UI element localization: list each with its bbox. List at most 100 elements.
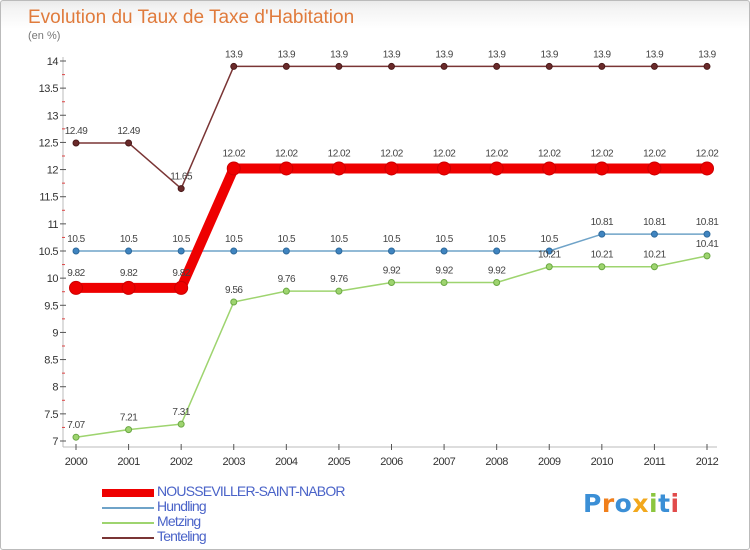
data-label: 7.31 bbox=[172, 407, 190, 418]
data-label: 12.49 bbox=[117, 126, 140, 137]
logo-letter: i bbox=[670, 489, 680, 518]
data-point bbox=[545, 247, 553, 255]
data-label: 10.5 bbox=[278, 234, 296, 245]
legend-label: Metzing bbox=[157, 513, 201, 529]
x-tick-label: 2012 bbox=[696, 456, 719, 468]
legend-label: Hundling bbox=[157, 498, 207, 514]
chart-title: Evolution du Taux de Taxe d'Habitation bbox=[28, 7, 355, 28]
data-label: 10.21 bbox=[591, 250, 614, 261]
data-point bbox=[230, 247, 238, 255]
data-label: 9.82 bbox=[172, 268, 190, 279]
data-point bbox=[388, 278, 395, 286]
data-point bbox=[125, 426, 133, 434]
y-tick-label: 12 bbox=[47, 165, 59, 177]
data-label: 12.02 bbox=[485, 148, 508, 159]
data-point bbox=[125, 247, 133, 255]
y-tick-label: 7 bbox=[52, 436, 58, 448]
data-point bbox=[335, 62, 343, 70]
data-point bbox=[437, 161, 452, 176]
data-point bbox=[72, 247, 80, 255]
x-tick-label: 2003 bbox=[223, 456, 246, 468]
data-label: 9.82 bbox=[67, 268, 85, 279]
data-label: 13.9 bbox=[593, 49, 611, 60]
data-point bbox=[335, 287, 343, 295]
proxiti-logo: Proxiti bbox=[583, 489, 680, 518]
data-point bbox=[69, 280, 83, 295]
data-label: 10.81 bbox=[591, 217, 614, 228]
y-tick-label: 8 bbox=[52, 382, 58, 394]
y-tick-label: 9.5 bbox=[44, 300, 58, 312]
data-label: 10.21 bbox=[643, 250, 666, 261]
y-tick-label: 11 bbox=[48, 219, 59, 231]
data-point bbox=[545, 62, 553, 70]
data-point bbox=[647, 161, 662, 176]
data-point bbox=[542, 161, 557, 176]
data-point bbox=[493, 278, 501, 286]
data-point bbox=[121, 280, 136, 295]
data-label: 13.9 bbox=[541, 49, 559, 60]
data-label: 9.92 bbox=[383, 265, 401, 276]
data-point bbox=[703, 62, 711, 70]
x-tick-label: 2005 bbox=[328, 456, 351, 468]
data-point bbox=[650, 263, 658, 271]
data-point bbox=[703, 252, 711, 260]
logo-letter: x bbox=[632, 489, 649, 518]
legend-label: Tenteling bbox=[157, 528, 207, 544]
data-label: 12.02 bbox=[696, 148, 719, 159]
x-tick-label: 2009 bbox=[538, 456, 561, 468]
data-label: 7.21 bbox=[120, 413, 138, 424]
data-label: 12.02 bbox=[328, 148, 351, 159]
data-point bbox=[282, 247, 290, 255]
data-label: 9.76 bbox=[278, 274, 296, 285]
data-point bbox=[177, 420, 185, 428]
data-label: 12.02 bbox=[643, 148, 666, 159]
data-label: 10.81 bbox=[696, 217, 719, 228]
data-label: 9.82 bbox=[120, 268, 138, 279]
data-label: 10.5 bbox=[383, 234, 401, 245]
data-point bbox=[125, 139, 133, 147]
series-layer bbox=[69, 62, 714, 441]
data-point bbox=[279, 161, 294, 176]
data-label: 9.56 bbox=[225, 285, 243, 296]
data-label: 9.92 bbox=[435, 265, 453, 276]
x-tick-label: 2008 bbox=[485, 456, 508, 468]
axes: 7 7.5 8 8.5 9 9.5 10 10.5 11 11.5 12 12.5 13 13.5 14 20… bbox=[39, 56, 720, 468]
data-label: 10.81 bbox=[643, 217, 666, 228]
data-point bbox=[282, 62, 290, 70]
data-label: 10.5 bbox=[67, 234, 85, 245]
y-tick-label: 10 bbox=[47, 273, 59, 285]
data-point bbox=[226, 161, 241, 176]
data-point bbox=[230, 62, 238, 70]
data-label: 13.9 bbox=[698, 49, 716, 60]
y-tick-label: 13 bbox=[47, 110, 59, 122]
x-tick-label: 2011 bbox=[644, 456, 666, 468]
data-point bbox=[440, 278, 448, 286]
logo-letter: P bbox=[583, 489, 602, 518]
data-label: 12.02 bbox=[275, 148, 298, 159]
x-tick-label: 2007 bbox=[433, 456, 456, 468]
data-point bbox=[493, 247, 501, 255]
logo-letter: t bbox=[658, 489, 671, 518]
y-tick-label: 7.5 bbox=[44, 409, 58, 421]
y-tick-label: 10.5 bbox=[39, 246, 59, 258]
data-label: 12.02 bbox=[433, 148, 456, 159]
data-point bbox=[703, 230, 711, 238]
data-label: 13.9 bbox=[225, 49, 243, 60]
logo-letter: i bbox=[649, 489, 659, 518]
data-label: 10.5 bbox=[541, 234, 559, 245]
data-point bbox=[650, 62, 658, 70]
data-label: 13.9 bbox=[646, 49, 664, 60]
legend-swatch bbox=[102, 489, 154, 497]
data-point bbox=[440, 247, 448, 255]
logo-letter: r bbox=[601, 489, 615, 518]
data-point bbox=[489, 161, 504, 176]
data-point bbox=[177, 247, 185, 255]
legend-swatch bbox=[102, 537, 154, 539]
data-point bbox=[331, 161, 346, 176]
data-point bbox=[335, 247, 343, 255]
data-point bbox=[177, 185, 185, 193]
data-label: 10.5 bbox=[225, 234, 243, 245]
data-label: 10.5 bbox=[488, 234, 506, 245]
